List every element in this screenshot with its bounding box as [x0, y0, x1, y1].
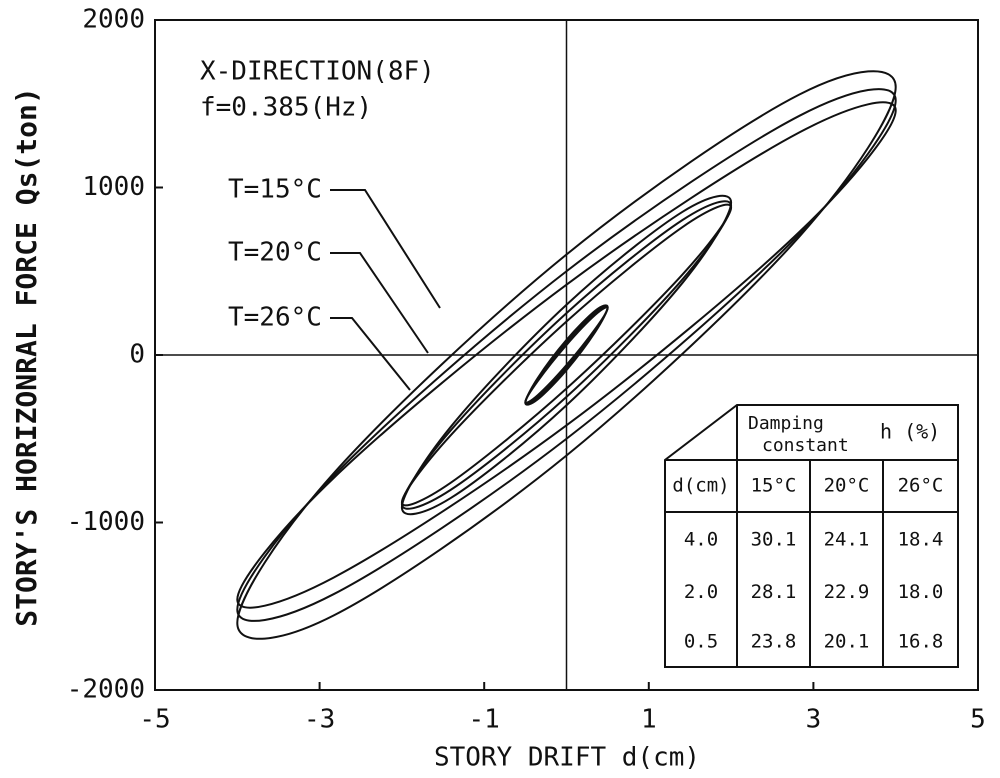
leader-line	[330, 317, 411, 391]
series-label: T=26°C	[228, 303, 322, 333]
table-cell: 4.0	[684, 529, 718, 551]
leader-line	[330, 252, 429, 354]
table-cell: 23.8	[751, 631, 797, 653]
annotation: f=0.385(Hz)	[200, 93, 372, 123]
x-axis-label: STORY DRIFT d(cm)	[434, 743, 700, 773]
table-cell: 18.0	[898, 581, 944, 603]
x-tick-label: 5	[970, 705, 986, 735]
table-cell: 28.1	[751, 581, 797, 603]
table-cell: 24.1	[824, 529, 870, 551]
hysteresis-loop	[236, 88, 897, 622]
table-cell: 0.5	[684, 631, 718, 653]
y-tick-label: 1000	[82, 172, 145, 202]
leader-line	[330, 189, 441, 309]
y-tick-label: 0	[129, 340, 145, 370]
table-frame	[664, 404, 959, 668]
hysteresis-loop	[236, 101, 897, 609]
x-tick-label: 3	[806, 705, 822, 735]
hysteresis-loop	[236, 70, 897, 640]
table-cell: 2.0	[684, 581, 718, 603]
x-tick-label: -5	[139, 705, 170, 735]
table-cell: 16.8	[898, 631, 944, 653]
series-label: T=20°C	[228, 238, 322, 268]
x-tick-label: 1	[641, 705, 657, 735]
y-axis-label: STORY'S HORIZONRAL FORCE Qs(ton)	[10, 87, 43, 626]
hysteresis-loop	[400, 203, 733, 507]
y-tick-label: -2000	[67, 675, 145, 705]
table-cell: 22.9	[824, 581, 870, 603]
table-title: constant	[762, 435, 849, 456]
table-cell: 18.4	[898, 529, 944, 551]
hysteresis-loop	[524, 306, 609, 404]
x-tick-label: -3	[304, 705, 335, 735]
y-tick-label: -1000	[67, 507, 145, 537]
y-tick-label: 2000	[82, 5, 145, 35]
table-unit: h (%)	[880, 420, 940, 444]
table-cell: 30.1	[751, 529, 797, 551]
table-header: 15°C	[751, 475, 797, 497]
table-cell: 20.1	[824, 631, 870, 653]
x-tick-label: -1	[469, 705, 500, 735]
series-label: T=15°C	[228, 175, 322, 205]
table-header: d(cm)	[672, 475, 729, 497]
table-header: 26°C	[898, 475, 944, 497]
annotation: X-DIRECTION(8F)	[200, 57, 435, 87]
table-title: Damping	[748, 413, 824, 434]
table-header: 20°C	[824, 475, 870, 497]
